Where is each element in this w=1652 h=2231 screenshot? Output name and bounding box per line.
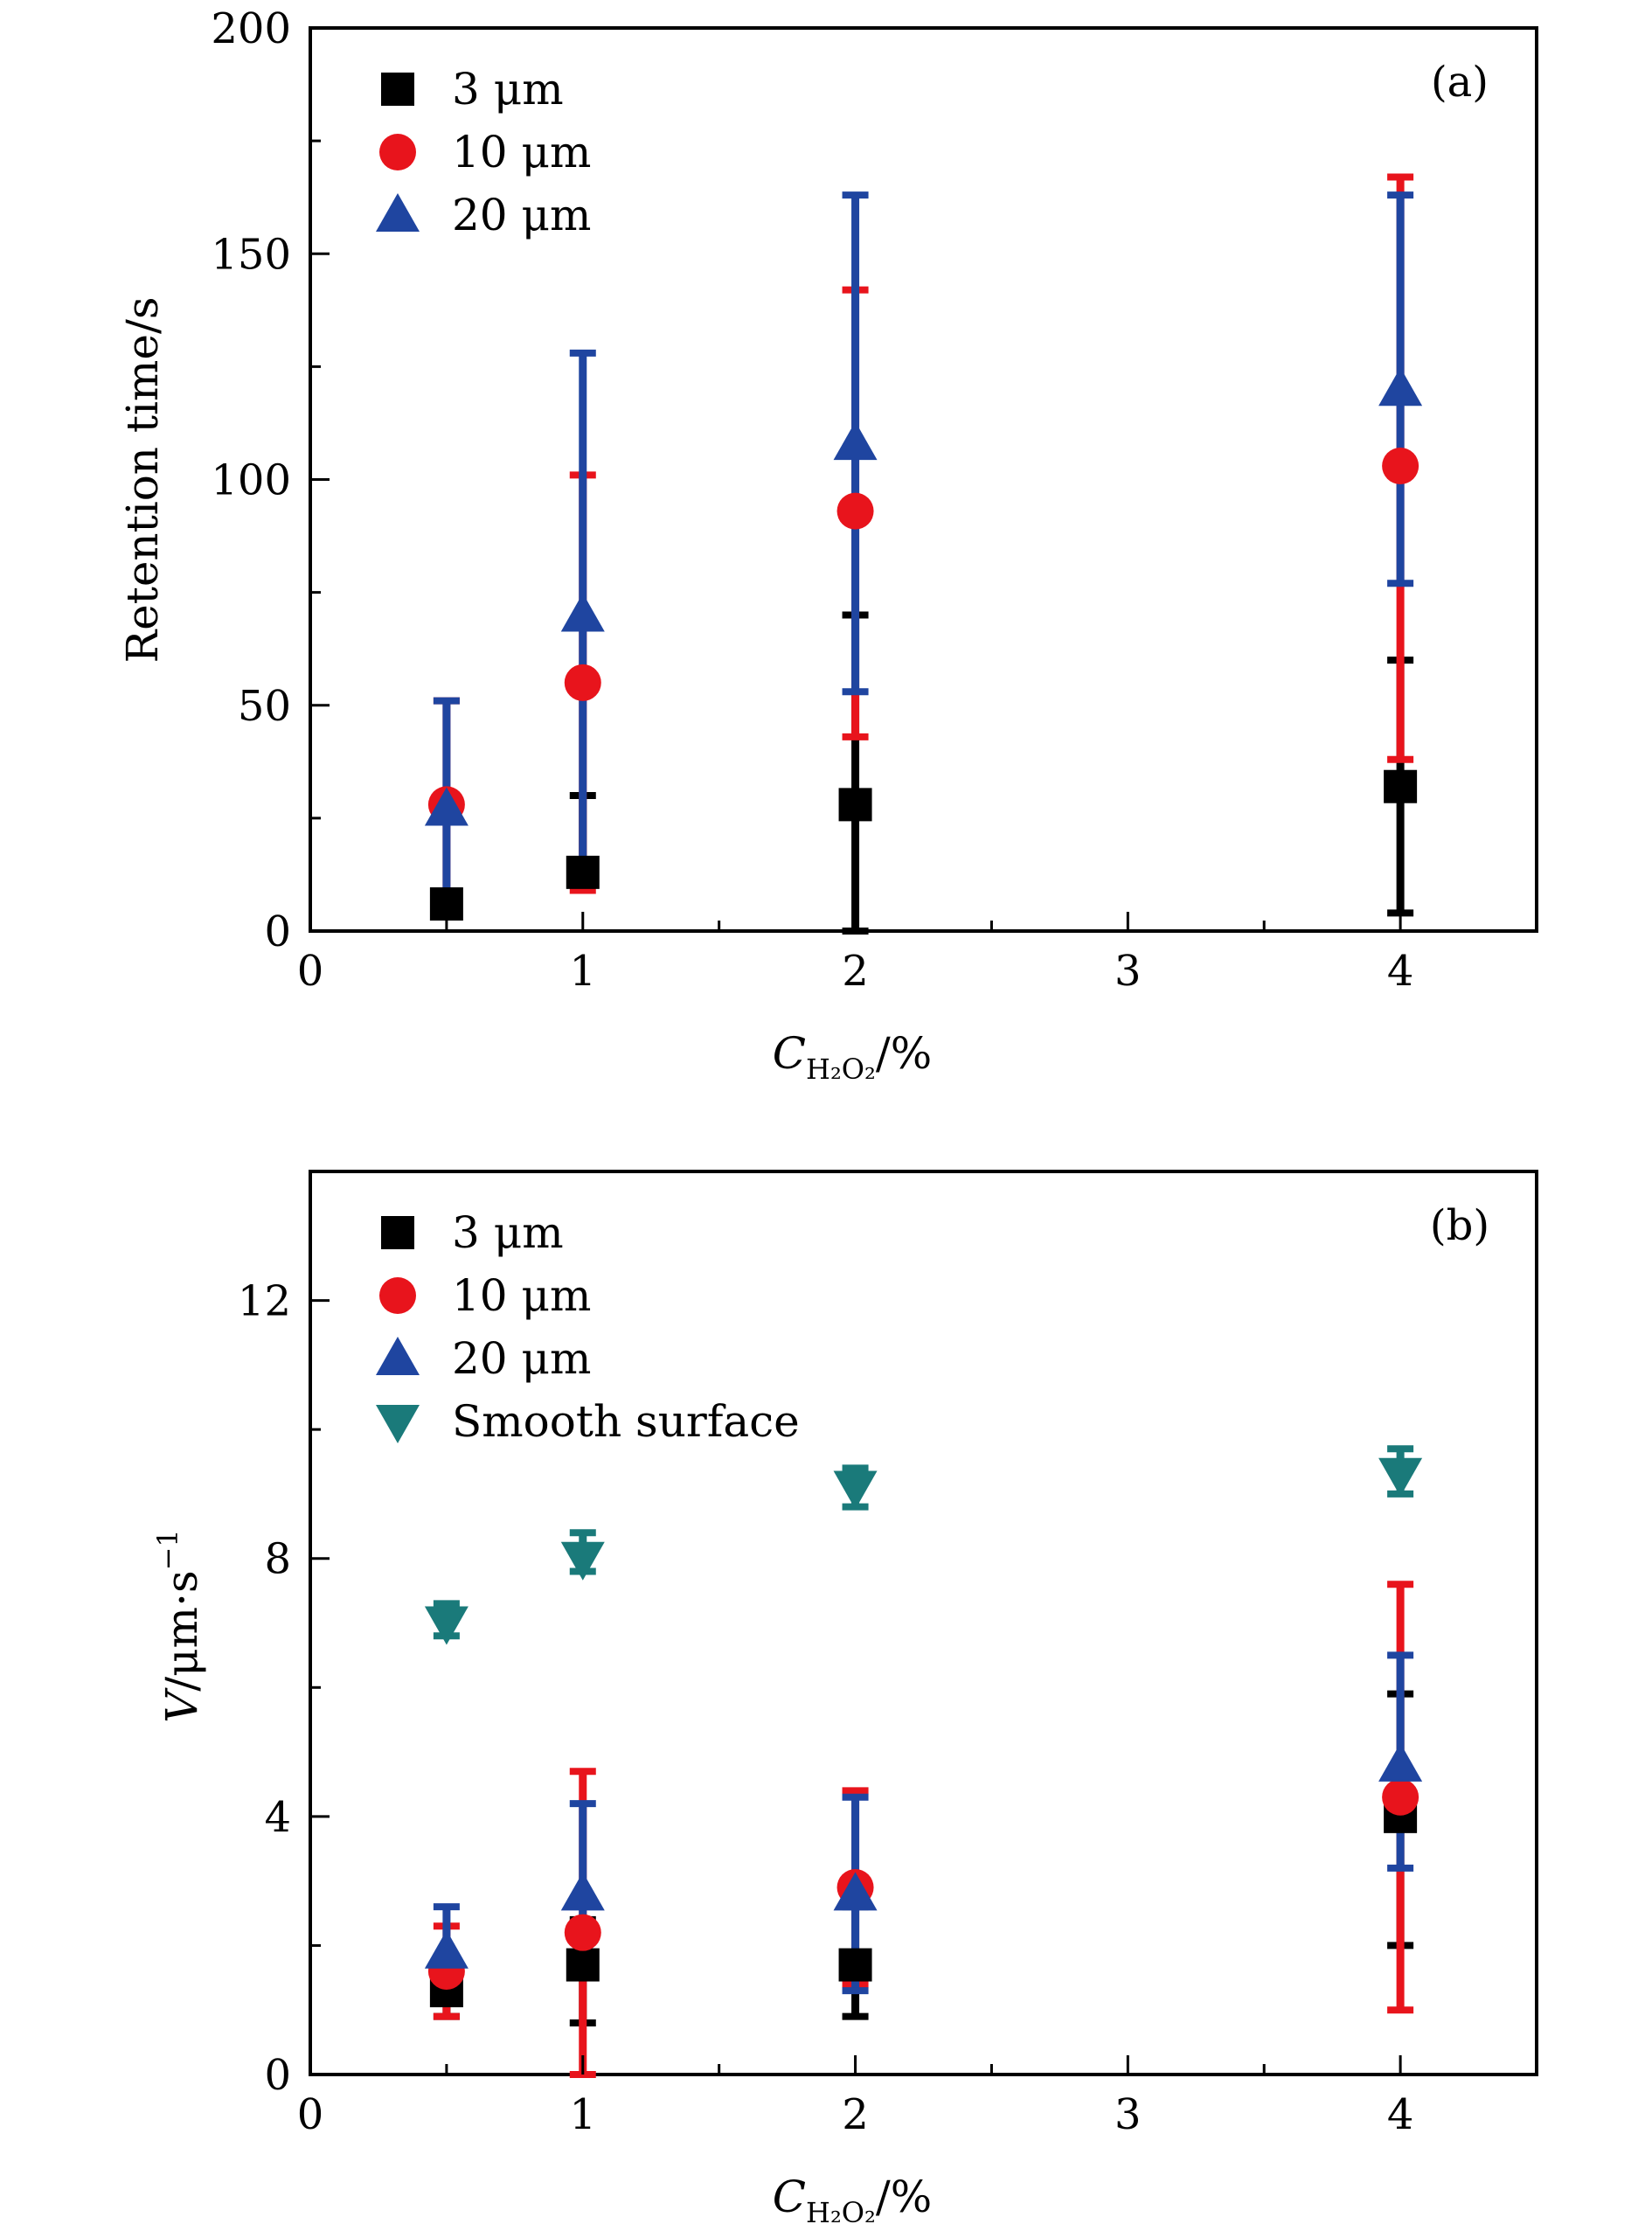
series-points-2 <box>424 367 1423 826</box>
legend-marker <box>379 134 416 170</box>
panel-a: 0 1 2 3 4 0 50 100 150 200 3 μm 10 μm 20 μm (a) Ret… <box>117 4 1538 1086</box>
legend-marker <box>379 1277 416 1314</box>
data-point <box>1378 1742 1423 1782</box>
legend-marker <box>376 193 420 232</box>
x-tick-label: 1 <box>570 947 597 996</box>
ticks-a: 0 1 2 3 4 0 50 100 150 200 <box>211 4 1538 996</box>
x-tick-label: 3 <box>1114 2090 1142 2139</box>
legend-marker <box>376 1337 420 1375</box>
panel-label-a: (a) <box>1431 58 1489 107</box>
data-point <box>833 1470 878 1510</box>
data-point <box>424 1929 469 1969</box>
y-tick-label: 200 <box>211 4 291 53</box>
x-tick-label: 1 <box>570 2090 597 2139</box>
data-point <box>566 1948 600 1982</box>
legend-label: 20 μm <box>452 1333 591 1384</box>
data-point <box>560 1541 605 1581</box>
data-point <box>566 855 600 889</box>
y-axis-unit-b: /μm·s <box>156 1570 207 1691</box>
y-tick-label: 150 <box>211 230 291 279</box>
data-point <box>564 1914 601 1951</box>
data-point <box>1384 769 1418 803</box>
x-axis-sub-b: H₂O₂ <box>806 2196 876 2229</box>
legend-marker <box>381 1216 414 1249</box>
marks-a <box>424 173 1423 935</box>
legend-label: 20 μm <box>452 190 591 240</box>
x-axis-title-a: CH₂O₂/% <box>773 1028 932 1086</box>
y-axis-sup-b: −1 <box>151 1529 184 1570</box>
x-tick-label: 4 <box>1387 947 1414 996</box>
data-point <box>429 887 463 921</box>
x-axis-var-b: C <box>773 2172 806 2222</box>
x-axis-unit-a: /% <box>876 1028 932 1079</box>
x-tick-label: 0 <box>297 2090 324 2139</box>
x-tick-label: 4 <box>1387 2090 1414 2139</box>
x-tick-label: 0 <box>297 947 324 996</box>
series-2 <box>433 191 1414 917</box>
data-point <box>1378 1457 1423 1497</box>
series-points-1 <box>427 448 1419 824</box>
data-point <box>838 788 872 822</box>
data-point <box>424 787 469 826</box>
x-axis-var-a: C <box>773 1028 806 1079</box>
data-point <box>833 421 878 461</box>
legend-marker <box>381 73 414 106</box>
data-point <box>564 664 601 701</box>
y-tick-label: 50 <box>238 682 291 731</box>
y-axis-title-a: Retention time/s <box>117 297 168 664</box>
x-axis-unit-b: /% <box>876 2172 932 2222</box>
series-points-0 <box>429 769 1418 921</box>
y-tick-label: 8 <box>264 1535 291 1584</box>
y-tick-label: 4 <box>264 1793 291 1842</box>
legend-a: 3 μm 10 μm 20 μm <box>376 64 591 240</box>
x-tick-label: 3 <box>1114 947 1142 996</box>
data-point <box>1382 1778 1419 1816</box>
legend-marker <box>376 1405 420 1443</box>
panel-label-b: (b) <box>1430 1201 1489 1250</box>
y-tick-label: 100 <box>211 456 291 505</box>
marks-b <box>424 1445 1423 2078</box>
y-tick-label: 12 <box>238 1277 291 1326</box>
data-point <box>424 1606 469 1645</box>
data-point <box>1382 448 1419 485</box>
legend-label: 3 μm <box>452 64 564 115</box>
y-axis-title-b: V/μm·s−1 <box>151 1529 207 1723</box>
x-tick-label: 2 <box>842 2090 869 2139</box>
series-points-3 <box>424 1457 1423 1645</box>
x-axis-title-b: CH₂O₂/% <box>773 2172 932 2229</box>
data-point <box>560 1872 605 1911</box>
data-point <box>836 492 874 530</box>
data-point <box>833 1872 878 1911</box>
y-axis-var-b: V <box>156 1687 207 1723</box>
legend-b: 3 μm 10 μm 20 μm Smooth surface <box>376 1207 800 1447</box>
legend-label: 10 μm <box>452 127 591 177</box>
series-points-2 <box>424 1742 1423 1969</box>
legend-label: 10 μm <box>452 1270 591 1321</box>
data-point <box>560 593 605 632</box>
data-point <box>1378 367 1423 407</box>
y-tick-label: 0 <box>264 2051 291 2100</box>
y-tick-label: 0 <box>264 907 291 956</box>
plot-frame-b <box>309 1170 1538 2076</box>
x-axis-sub-a: H₂O₂ <box>806 1053 876 1086</box>
legend-label: Smooth surface <box>452 1396 800 1447</box>
data-point <box>838 1948 872 1982</box>
legend-label: 3 μm <box>452 1207 564 1258</box>
x-tick-label: 2 <box>842 947 869 996</box>
